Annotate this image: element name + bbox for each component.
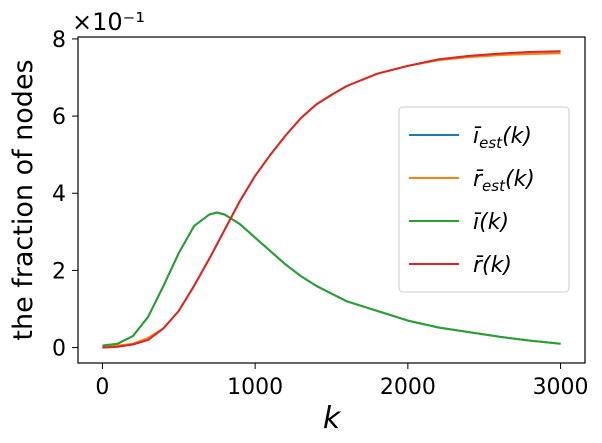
y-tick-label: 4 <box>52 182 66 207</box>
x-tick-label: 1000 <box>227 375 283 400</box>
y-axis: 0 2 4 6 8 <box>52 28 78 362</box>
legend-box <box>398 106 570 293</box>
y-scale-multiplier: ×10⁻¹ <box>72 8 145 36</box>
x-axis-label: k <box>323 401 342 436</box>
x-axis: 0 1000 2000 3000 <box>95 363 589 400</box>
x-tick-label: 0 <box>95 375 109 400</box>
y-tick-label: 6 <box>52 105 66 130</box>
legend-label-0: īest(k) <box>473 124 532 152</box>
series-layer <box>102 50 561 349</box>
legend-label-3: r̄(k) <box>473 253 512 278</box>
legend-label-1: r̄est(k) <box>473 167 535 195</box>
y-tick-label: 2 <box>52 259 66 284</box>
x-tick-label: 2000 <box>380 375 436 400</box>
y-tick-label: 0 <box>52 337 66 362</box>
plot-frame <box>77 36 586 364</box>
x-tick-label: 3000 <box>533 375 589 400</box>
y-tick-label: 8 <box>52 28 66 53</box>
series-line-2 <box>102 211 561 347</box>
series-line-3 <box>102 50 561 349</box>
legend-label-2: ī(k) <box>473 210 509 235</box>
y-axis-label: the fraction of nodes <box>8 59 39 340</box>
legend: īest(k) r̄est(k) ī(k) r̄(k) <box>398 106 570 293</box>
